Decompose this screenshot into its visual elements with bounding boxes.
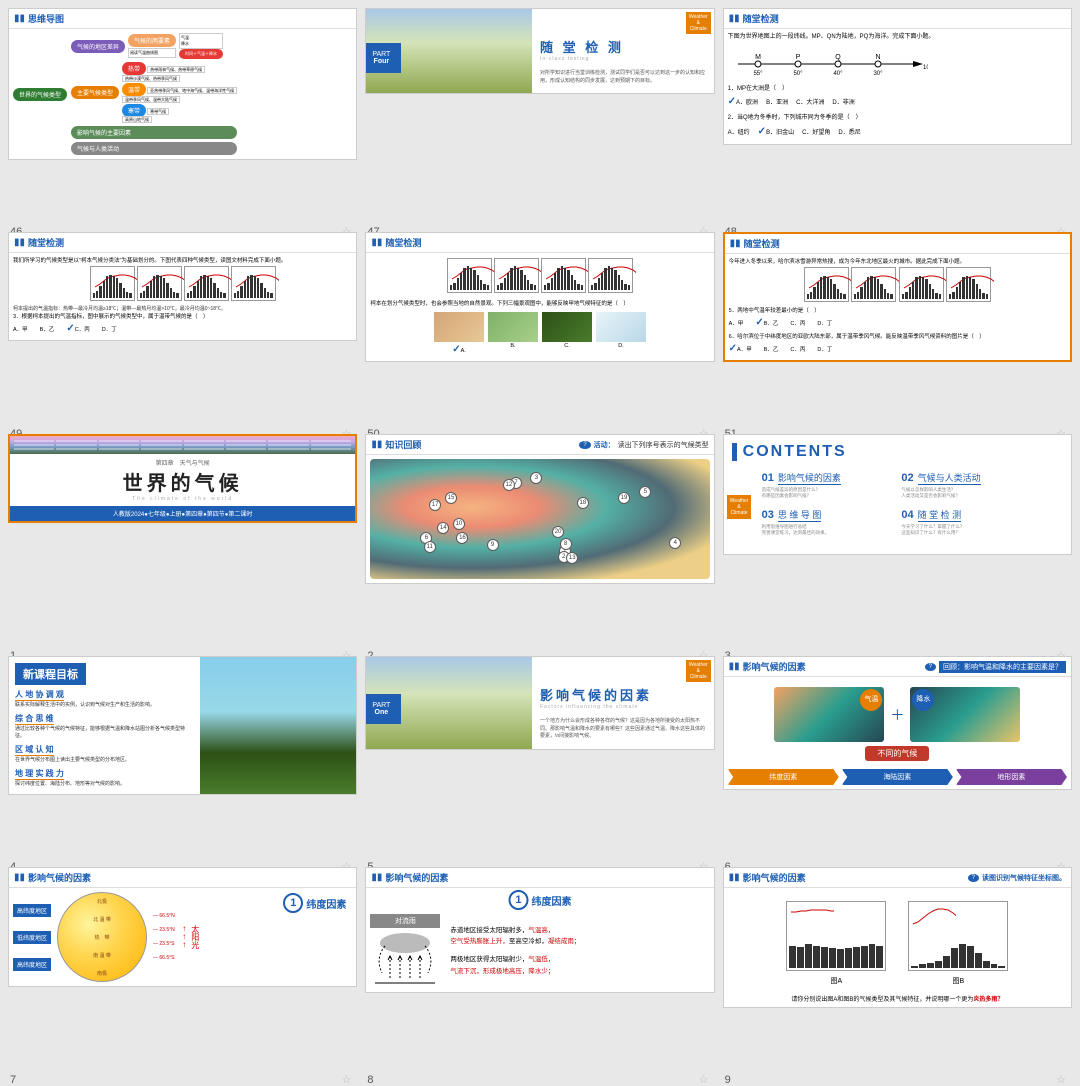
book-icon: ▮▮ (14, 13, 25, 24)
slide-header: ▮▮随堂检测 (724, 9, 1071, 29)
book-icon: ▮▮ (371, 439, 382, 450)
header-title: 影响气候的因素 (385, 871, 448, 884)
svg-text:40°: 40° (833, 71, 843, 77)
header-title: 随堂检测 (743, 12, 779, 25)
slide-thumbnail[interactable]: ▮▮影响气候的因素?读图识别气候特征坐标图。 图A 图B 请你分别说出图A和图B… (723, 867, 1072, 1008)
slide-thumbnail[interactable]: ▮▮随堂检测 我们所学习的气候类型是以"柯本气候分类法"为基础划分的。下图代表四… (8, 232, 357, 341)
slide-header: ▮▮影响气候的因素 (366, 868, 713, 888)
book-icon: ▮▮ (729, 661, 740, 672)
slide-number: 9 (725, 1074, 731, 1086)
slide-thumbnail[interactable]: ▮▮随堂检测 下图为世界地图上的一段纬线。MP、QN为陆地，PQ为海洋。完成下面… (723, 8, 1072, 145)
book-icon: ▮▮ (730, 238, 741, 249)
header-title: 随堂检测 (28, 236, 64, 249)
slide-header: ▮▮知识回顾?活动：读出下列序号表示的气候类型 (366, 435, 713, 455)
slide-number: 8 (367, 1074, 373, 1086)
book-icon: ▮▮ (14, 237, 25, 248)
header-title: 随堂检测 (744, 237, 780, 250)
slide-cell[interactable]: ▮▮随堂检测 我们所学习的气候类型是以"柯本气候分类法"为基础划分的。下图代表四… (8, 232, 357, 426)
svg-text:50°: 50° (793, 71, 803, 77)
slide-header: ▮▮思维导图 (9, 9, 356, 29)
slide-cell[interactable]: 新课程目标 人 地 协 调 观联系实际解释生活中的实例，认识到气候对生产和生活的… (8, 656, 357, 859)
slide-thumbnail[interactable]: 第四章 天气与气候 世界的气候 The climate of the world… (8, 434, 357, 523)
svg-text:30°: 30° (873, 71, 883, 77)
svg-text:Q: Q (835, 54, 841, 61)
svg-text:10°E: 10°E (923, 65, 928, 71)
book-icon: ▮▮ (729, 872, 740, 883)
header-title: 思维导图 (28, 12, 64, 25)
slide-header: ▮▮影响气候的因素 (9, 868, 356, 888)
svg-text:55°: 55° (753, 71, 763, 77)
slide-header: ▮▮随堂检测 (725, 234, 1070, 254)
slide-thumbnail[interactable]: 新课程目标 人 地 协 调 观联系实际解释生活中的实例，认识到气候对生产和生活的… (8, 656, 357, 795)
header-title: 影响气候的因素 (743, 660, 806, 673)
slide-header: ▮▮影响气候的因素?读图识别气候特征坐标图。 (724, 868, 1071, 888)
slide-thumbnail[interactable]: ▮▮影响气候的因素 1纬度因素 对流雨 赤道地区接受太阳辐射多，气温高， 空气受… (365, 867, 714, 993)
slide-cell[interactable]: ▮▮随堂检测 今年进入冬季以来，哈尔滨冰雪游异常热搜，成为今年东北地区最火的城市… (723, 232, 1072, 426)
slide-thumbnail[interactable]: PARTOne Weather&Climate 影响气候的因素 Factors … (365, 656, 714, 750)
book-icon: ▮▮ (14, 872, 25, 883)
header-title: 知识回顾 (385, 438, 421, 451)
slide-thumbnail[interactable]: CONTENTS Weather&Climate 01影响气候的因素造成气候差异… (723, 434, 1072, 555)
slide-number: 7 (10, 1074, 16, 1086)
slide-cell[interactable]: PARTOne Weather&Climate 影响气候的因素 Factors … (365, 656, 714, 859)
slide-cell[interactable]: ▮▮影响气候的因素 高纬度地区低纬度地区高纬度地区 北极北 温 带热 带南 温 … (8, 867, 357, 1072)
header-title: 影响气候的因素 (28, 871, 91, 884)
slide-thumbnail[interactable]: ▮▮随堂检测 柯本在划分气候类型时，也会参照当地的自然景观。下列三幅景观图中，能… (365, 232, 714, 362)
slide-thumbnail[interactable]: ▮▮思维导图 世界的气候类型 气候的地区差异 气候的两要素阅读气温曲线图 气温降… (8, 8, 357, 160)
book-icon: ▮▮ (371, 872, 382, 883)
slide-cell[interactable]: ▮▮影响气候的因素 1纬度因素 对流雨 赤道地区接受太阳辐射多，气温高， 空气受… (365, 867, 714, 1072)
header-title: 影响气候的因素 (743, 871, 806, 884)
slide-cell[interactable]: ▮▮思维导图 世界的气候类型 气候的地区差异 气候的两要素阅读气温曲线图 气温降… (8, 8, 357, 224)
slide-cell[interactable]: ▮▮随堂检测 柯本在划分气候类型时，也会参照当地的自然景观。下列三幅景观图中，能… (365, 232, 714, 426)
book-icon: ▮▮ (371, 237, 382, 248)
slide-cell[interactable]: 第四章 天气与气候 世界的气候 The climate of the world… (8, 434, 357, 648)
slide-thumbnail[interactable]: ▮▮知识回顾?活动：读出下列序号表示的气候类型 1234567891011121… (365, 434, 714, 584)
slide-cell[interactable]: PARTFour Weather&Climate 随 堂 检 测 In-clas… (365, 8, 714, 224)
slide-thumbnail[interactable]: ▮▮影响气候的因素?回顾：影响气温和降水的主要因素是？ 气温 ＋ 降水 不同的气… (723, 656, 1072, 790)
svg-text:M: M (755, 54, 761, 61)
slide-thumbnail[interactable]: PARTFour Weather&Climate 随 堂 检 测 In-clas… (365, 8, 714, 94)
slide-header: ▮▮影响气候的因素?回顾：影响气温和降水的主要因素是？ (724, 657, 1071, 677)
slide-cell[interactable]: ▮▮知识回顾?活动：读出下列序号表示的气候类型 1234567891011121… (365, 434, 714, 648)
slide-cell[interactable]: ▮▮影响气候的因素?回顾：影响气温和降水的主要因素是？ 气温 ＋ 降水 不同的气… (723, 656, 1072, 859)
slide-cell[interactable]: CONTENTS Weather&Climate 01影响气候的因素造成气候差异… (723, 434, 1072, 648)
slide-cell[interactable]: ▮▮影响气候的因素?读图识别气候特征坐标图。 图A 图B 请你分别说出图A和图B… (723, 867, 1072, 1072)
slide-header: ▮▮随堂检测 (366, 233, 713, 253)
svg-text:P: P (795, 54, 800, 61)
slide-grid: ▮▮思维导图 世界的气候类型 气候的地区差异 气候的两要素阅读气温曲线图 气温降… (0, 0, 1080, 1080)
slide-thumbnail[interactable]: ▮▮随堂检测 今年进入冬季以来，哈尔滨冰雪游异常热搜，成为今年东北地区最火的城市… (723, 232, 1072, 362)
slide-thumbnail[interactable]: ▮▮影响气候的因素 高纬度地区低纬度地区高纬度地区 北极北 温 带热 带南 温 … (8, 867, 357, 987)
slide-cell[interactable]: ▮▮随堂检测 下图为世界地图上的一段纬线。MP、QN为陆地，PQ为海洋。完成下面… (723, 8, 1072, 224)
book-icon: ▮▮ (729, 13, 740, 24)
slide-header: ▮▮随堂检测 (9, 233, 356, 253)
svg-text:N: N (875, 54, 880, 61)
header-title: 随堂检测 (385, 236, 421, 249)
